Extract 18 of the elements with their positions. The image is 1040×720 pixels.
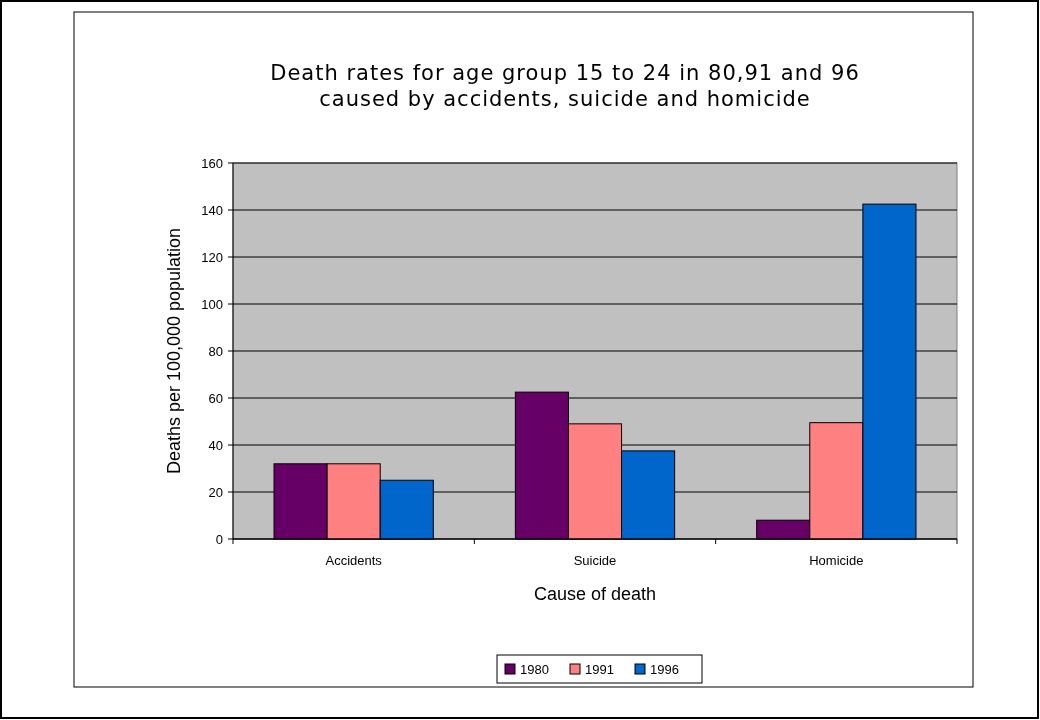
y-tick-label: 100 — [201, 297, 223, 312]
x-axis-title: Cause of death — [533, 584, 657, 604]
x-tick-label: Suicide — [573, 553, 617, 568]
y-tick-label: 0 — [215, 532, 223, 547]
legend-label: 1980 — [520, 662, 549, 677]
x-tick-label: Accidents — [325, 553, 383, 568]
x-tick-label: Homicide — [809, 553, 864, 568]
y-tick-label: 160 — [201, 156, 223, 171]
chart-title: Death rates for age group 15 to 24 in 80,91 and 96 caused by accidents, suicide and homicide — [270, 61, 860, 111]
legend-label: 1991 — [585, 662, 614, 677]
y-tick-label: 80 — [208, 344, 223, 359]
y-tick-label: 20 — [208, 485, 223, 500]
y-axis-title: Deaths per 100,000 population — [164, 227, 184, 475]
y-tick-label: 60 — [208, 391, 223, 406]
legend-label: 1996 — [650, 662, 679, 677]
y-tick-label: 40 — [208, 438, 223, 453]
y-tick-label: 120 — [201, 250, 223, 265]
y-tick-label: 140 — [201, 203, 223, 218]
